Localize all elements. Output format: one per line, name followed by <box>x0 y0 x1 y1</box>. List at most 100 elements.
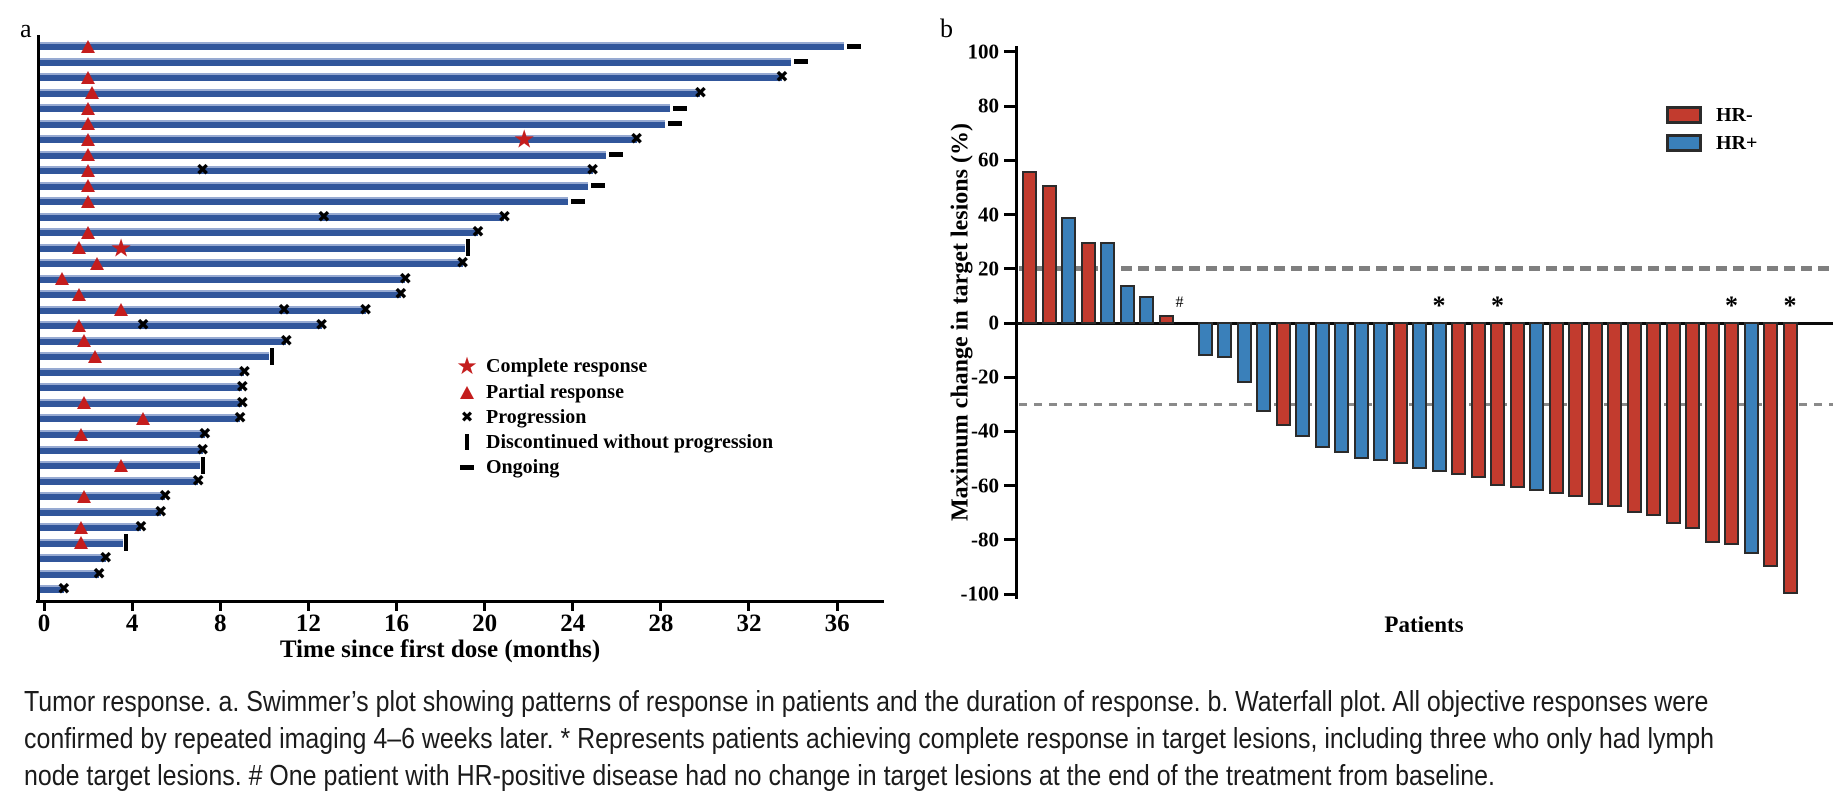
partial-response-triangle-icon <box>87 349 102 363</box>
legend-item-discontinued: Discontinued without progression <box>452 429 773 455</box>
progression-x-icon: ✖ <box>158 486 172 506</box>
swimmer-x-tick-label: 4 <box>125 610 139 637</box>
progression-x-icon: ✖ <box>775 67 789 87</box>
progression-x-icon: ✖ <box>235 392 249 412</box>
legend-item-ongoing: Ongoing <box>452 454 559 480</box>
waterfall-bar <box>1275 322 1291 427</box>
waterfall-bar <box>1158 314 1174 324</box>
swimmer-x-axis-tick <box>218 603 222 611</box>
swimmer-bar <box>40 274 406 283</box>
swimmer-bar <box>40 430 205 438</box>
waterfall-y-tick-label: -40 <box>971 418 999 443</box>
waterfall-bar <box>1685 322 1700 530</box>
swimmer-x-tick-label: 36 <box>824 610 850 637</box>
progression-x-icon: ✖ <box>191 470 205 490</box>
swimmer-bar <box>40 290 401 299</box>
swimmer-x-axis-line <box>36 600 884 603</box>
swimmer-bar <box>40 367 245 376</box>
waterfall-bar <box>1392 322 1408 465</box>
waterfall-bar <box>1080 241 1096 324</box>
swimmer-x-axis-tick <box>394 603 398 611</box>
swimmer-bar <box>40 383 243 392</box>
swimmer-bar <box>40 476 199 485</box>
waterfall-y-tick-label: -100 <box>960 581 1000 606</box>
progression-x-icon: ✖ <box>279 330 294 350</box>
progression-x-icon: ✖ <box>136 315 150 335</box>
legend-label: Discontinued without progression <box>486 430 774 453</box>
partial-response-triangle-icon <box>81 225 96 239</box>
swimmer-bar <box>40 352 269 361</box>
progression-x-icon: ✖ <box>394 284 408 304</box>
waterfall-x-axis-title: Patients <box>1384 612 1464 637</box>
partial-response-triangle-icon <box>114 303 129 317</box>
discontinued-bar-icon <box>465 239 470 257</box>
swimmer-bar <box>40 569 100 578</box>
partial-response-triangle-icon <box>74 520 89 534</box>
waterfall-bar <box>1412 322 1427 470</box>
swimmer-x-axis-tick <box>747 603 751 611</box>
partial-response-triangle-icon <box>72 241 87 255</box>
partial-response-triangle-icon <box>81 132 96 146</box>
partial-response-triangle-icon <box>81 194 96 208</box>
swimmer-bar <box>40 523 141 532</box>
progression-x-icon: ✖ <box>398 268 412 288</box>
waterfall-bar <box>1470 322 1486 478</box>
swimmer-x-axis-tick <box>42 603 46 611</box>
swimmer-plot: 0 4 8 12 16 20 24 28 32 36 ✖ ✖ ★ ✖ ✖ ✖ ✖ ✖ ✖ ★ ✖ ✖ ✖ ✖ ✖ ✖ ✖ ✖ ✖ ✖ ✖ ✖ ✖… <box>0 0 920 680</box>
waterfall-y-tick-label: 80 <box>978 93 999 118</box>
waterfall-bar <box>1548 322 1564 494</box>
legend-label: Partial response <box>486 380 624 403</box>
swimmer-bar <box>40 135 637 144</box>
progression-x-icon: ✖ <box>233 408 247 428</box>
legend-item-complete-response: ★ Complete response <box>452 352 648 380</box>
legend-item-hr-positive: HR+ <box>1666 132 1757 154</box>
swimmer-x-tick-label: 12 <box>295 610 321 637</box>
progression-x-icon: ✖ <box>314 315 329 335</box>
swimmer-bar <box>40 228 478 237</box>
ongoing-dash-icon <box>591 183 606 189</box>
progression-x-icon: ✖ <box>455 253 470 273</box>
triangle-icon <box>452 385 482 399</box>
caption-line: confirmed by repeated imaging 4–6 weeks … <box>24 723 1714 755</box>
swimmer-bar <box>40 243 465 252</box>
swimmer-bar <box>40 259 463 268</box>
progression-x-icon: ✖ <box>154 501 168 521</box>
waterfall-bar <box>1568 322 1583 497</box>
ongoing-dash-icon <box>793 59 808 65</box>
waterfall-bar <box>1022 171 1037 324</box>
legend-item-progression: ✖ Progression <box>452 404 587 430</box>
waterfall-y-axis-tick <box>1004 429 1015 433</box>
waterfall-bar <box>1782 322 1798 595</box>
waterfall-bar <box>1295 322 1310 437</box>
waterfall-y-axis-tick <box>1004 267 1015 271</box>
progression-x-icon: ✖ <box>134 517 148 537</box>
hr-negative-swatch <box>1666 106 1702 124</box>
waterfall-y-tick-label: -60 <box>971 473 999 498</box>
swimmer-x-axis-tick <box>835 603 839 611</box>
swimmer-bar <box>40 398 243 407</box>
swimmer-bar <box>40 321 322 330</box>
progression-x-icon: ✖ <box>237 361 252 381</box>
legend-label: Complete response <box>486 354 648 377</box>
hr-positive-swatch <box>1666 134 1702 152</box>
complete-response-star-icon: ★ <box>513 124 536 154</box>
waterfall-bar <box>1763 322 1778 568</box>
swimmer-bar <box>40 73 782 82</box>
partial-response-triangle-icon <box>136 411 151 425</box>
progression-x-icon: ✖ <box>98 548 113 568</box>
legend-label: HR- <box>1716 103 1753 126</box>
waterfall-bar <box>1353 322 1369 459</box>
partial-response-triangle-icon <box>76 489 91 503</box>
swimmer-x-tick-label: 24 <box>560 610 586 637</box>
swimmer-x-axis-tick <box>571 603 575 611</box>
waterfall-bar <box>1431 322 1447 473</box>
partial-response-triangle-icon <box>76 334 91 348</box>
legend-label: Ongoing <box>486 455 560 478</box>
waterfall-y-axis-tick <box>1004 375 1015 379</box>
swimmer-bar <box>40 104 670 113</box>
waterfall-bar <box>1217 322 1232 359</box>
partial-response-triangle-icon <box>54 272 69 286</box>
caption-line: Tumor response. a. Swimmer’s plot showin… <box>24 686 1709 718</box>
swimmer-x-axis-tick <box>659 603 663 611</box>
